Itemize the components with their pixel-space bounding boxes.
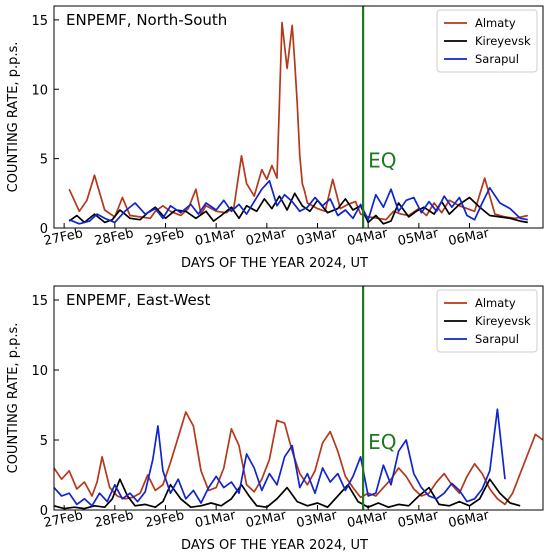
y-tick-label: 5 (40, 434, 48, 449)
legend-label-kireyevsk: Kireyevsk (475, 314, 531, 328)
x-tick-label: 28Feb (93, 508, 135, 531)
y-tick-label: 5 (40, 153, 48, 168)
y-tick-label: 15 (31, 14, 48, 29)
x-tick-label: 29Feb (144, 508, 186, 531)
x-tick-label: 27Feb (42, 508, 84, 531)
y-axis-title: COUNTING RATE, p.p.s. (6, 42, 21, 193)
x-tick-label: 29Feb (144, 226, 186, 249)
series-line-almaty (68, 21, 528, 221)
plot-frame (53, 5, 544, 229)
x-tick-label: 02Mar (244, 508, 288, 531)
panel-title: ENPEMF, North-South (66, 11, 227, 29)
legend-label-sarapul: Sarapul (475, 332, 519, 346)
plot-frame (53, 285, 544, 511)
legend-label-almaty: Almaty (475, 16, 516, 30)
x-axis-title: DAYS OF THE YEAR 2024, UT (181, 538, 368, 553)
panel-east-west: EQ 0 5 10 15 27Feb 28Feb 29Feb 01Mar 02Mar 03Mar 04… (6, 285, 544, 553)
legend-label-kireyevsk: Kireyevsk (475, 34, 531, 48)
x-tick-label: 05Mar (396, 226, 440, 249)
x-tick-label: 05Mar (396, 508, 440, 531)
x-axis-title: DAYS OF THE YEAR 2024, UT (181, 256, 368, 271)
x-tick-label: 03Mar (295, 226, 339, 249)
eq-label: EQ (368, 430, 396, 454)
y-axis-title: COUNTING RATE, p.p.s. (6, 323, 21, 474)
series-line-almaty (53, 411, 544, 506)
x-tick-label: 06Mar (447, 226, 491, 249)
legend-label-almaty: Almaty (475, 296, 516, 310)
y-tick-label: 0 (40, 222, 48, 237)
x-tick-label: 28Feb (93, 226, 135, 249)
legend-box (436, 9, 538, 73)
x-tick-label: 01Mar (194, 508, 238, 531)
series-line-sarapul (53, 408, 506, 507)
series-line-sarapul (68, 179, 528, 225)
legend-box (436, 289, 538, 353)
x-tick-label: 04Mar (346, 508, 390, 531)
y-tick-label: 10 (31, 364, 48, 379)
panel-north-south: EQ 0 5 10 15 27Feb 28Feb 29Feb 01Mar 02Mar 03Mar 04… (6, 5, 544, 271)
x-tick-label: 03Mar (295, 508, 339, 531)
x-tick-label: 27Feb (42, 226, 84, 249)
y-tick-label: 10 (31, 83, 48, 98)
x-tick-label: 02Mar (244, 226, 288, 249)
y-tick-label: 15 (31, 294, 48, 309)
legend-label-sarapul: Sarapul (475, 52, 519, 66)
y-tick-label: 0 (40, 504, 48, 519)
x-tick-label: 06Mar (447, 508, 491, 531)
x-tick-label: 01Mar (194, 226, 238, 249)
eq-label: EQ (368, 148, 396, 172)
panel-title: ENPEMF, East-West (66, 291, 210, 309)
x-tick-label: 04Mar (346, 226, 390, 249)
